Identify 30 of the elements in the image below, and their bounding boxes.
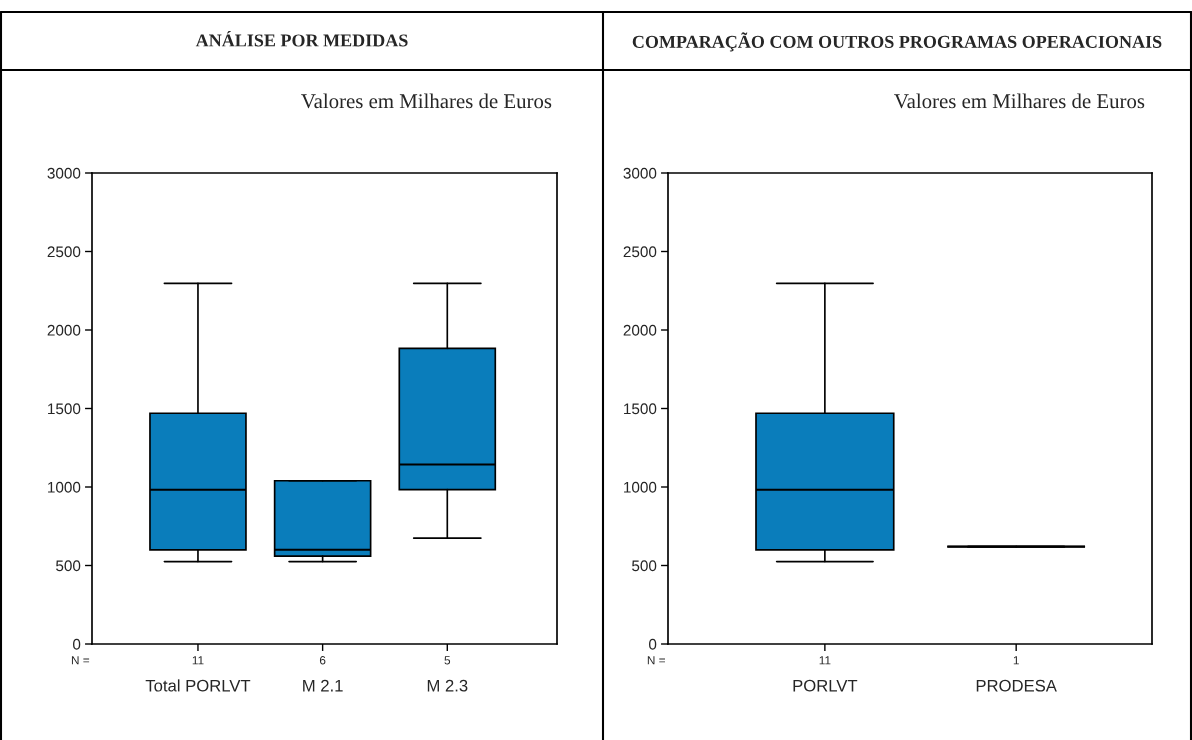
x-tick-label: PORLVT	[793, 679, 858, 692]
y-tick-label: 500	[56, 560, 81, 572]
text: N =	[647, 656, 665, 665]
chart-title: COMPARAÇÃO COM OUTROS PROGRAMAS OPERACIONAIS	[632, 32, 1162, 52]
y-tick-label: 500	[632, 560, 657, 572]
y-tick-label: 0	[648, 638, 657, 650]
x-tick-label: M 2.3	[427, 679, 468, 692]
text: N =	[71, 656, 90, 665]
y-tick-label: 3000	[47, 167, 81, 179]
chart-subtitle: Valores em Milhares de Euros	[894, 93, 1145, 109]
y-tick-label: 2000	[623, 324, 657, 336]
x-tick-label: Total PORLVT	[145, 679, 251, 692]
y-tick-label: 1000	[48, 481, 81, 493]
text: 11	[819, 656, 831, 665]
text: 6	[319, 656, 326, 665]
y-tick-label: 1500	[624, 403, 657, 415]
x-tick-label: M 2.1	[303, 679, 343, 692]
y-tick-label: 1500	[48, 403, 81, 415]
y-tick-label: 0	[72, 638, 81, 650]
y-tick-label: 3000	[623, 167, 657, 179]
text: 11	[192, 656, 204, 665]
y-tick-label: 2500	[47, 246, 81, 258]
text: 5	[444, 656, 451, 665]
y-tick-label: 1000	[624, 481, 657, 493]
text: 1	[1013, 656, 1019, 665]
y-tick-label: 2000	[47, 324, 81, 336]
y-tick-label: 2500	[623, 246, 657, 258]
x-tick-label: PRODESA	[976, 679, 1057, 692]
chart-title: ANÁLISE POR MEDIDAS	[195, 30, 408, 47]
chart-subtitle: Valores em Milhares de Euros	[301, 93, 552, 109]
